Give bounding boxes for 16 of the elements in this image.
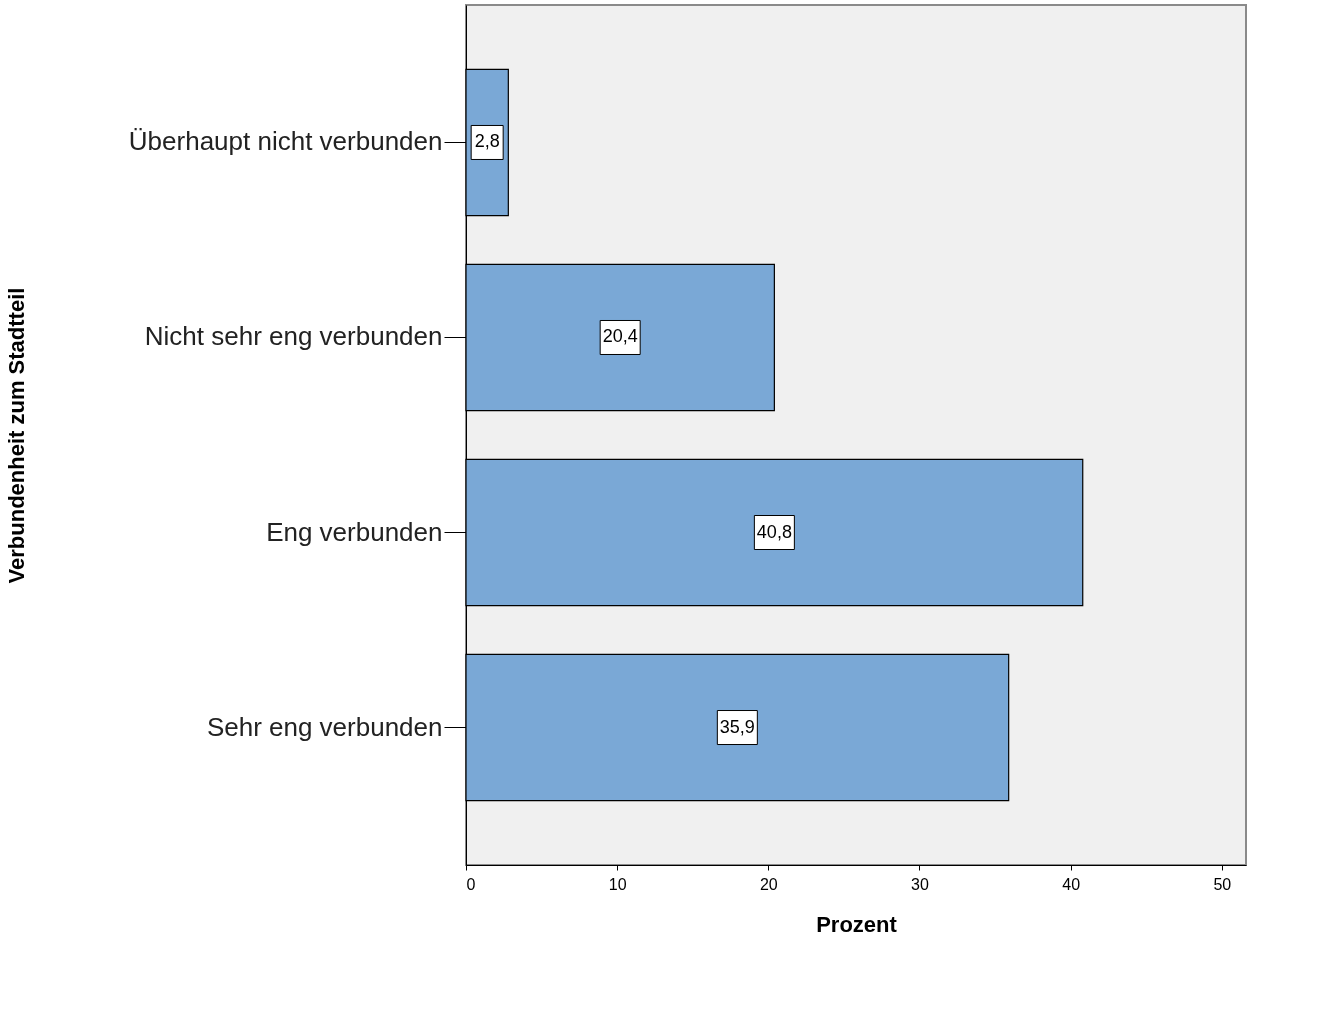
x-tick-label: 20 xyxy=(759,875,778,893)
x-tick-label: 30 xyxy=(911,875,929,893)
y-tick-label: Überhaupt nicht verbunden xyxy=(128,126,443,157)
x-tick-label: 40 xyxy=(1062,875,1081,893)
y-tick-label: Sehr eng verbunden xyxy=(206,711,443,742)
y-tick-label: Eng verbunden xyxy=(266,516,443,547)
data-label: 35,9 xyxy=(719,716,755,737)
data-label: 20,4 xyxy=(602,326,638,347)
x-axis-title: Prozent xyxy=(816,911,898,937)
x-tick-label: 0 xyxy=(466,875,476,893)
y-tick-label: Nicht sehr eng verbunden xyxy=(144,321,443,352)
x-tick-label: 50 xyxy=(1213,875,1232,893)
data-label: 40,8 xyxy=(756,521,792,542)
y-axis-title: Verbundenheit zum Stadtteil xyxy=(3,287,29,584)
data-label: 2,8 xyxy=(474,131,500,152)
x-tick-label: 10 xyxy=(608,875,627,893)
